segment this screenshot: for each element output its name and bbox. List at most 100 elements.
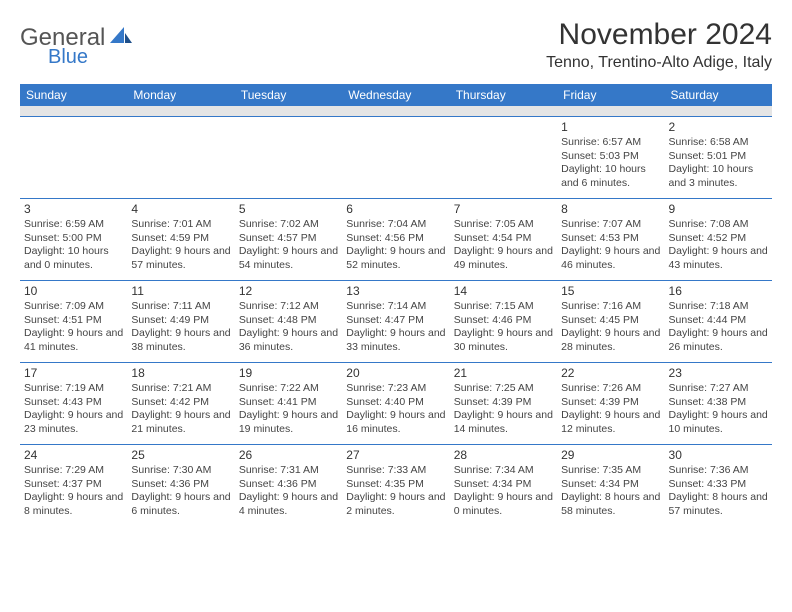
day-cell: 2Sunrise: 6:58 AMSunset: 5:01 PMDaylight… xyxy=(665,116,772,198)
day-number: 28 xyxy=(454,448,553,464)
daylight-text: Daylight: 8 hours and 58 minutes. xyxy=(561,491,660,518)
sunrise-text: Sunrise: 7:36 AM xyxy=(669,464,768,478)
header: General Blue November 2024 Tenno, Trenti… xyxy=(20,18,772,72)
day-cell: 22Sunrise: 7:26 AMSunset: 4:39 PMDayligh… xyxy=(557,362,664,444)
sunrise-text: Sunrise: 7:02 AM xyxy=(239,218,338,232)
empty-cell xyxy=(450,116,557,198)
sunset-text: Sunset: 4:42 PM xyxy=(131,396,230,410)
daylight-text: Daylight: 10 hours and 6 minutes. xyxy=(561,163,660,190)
day-cell: 3Sunrise: 6:59 AMSunset: 5:00 PMDaylight… xyxy=(20,198,127,280)
daylight-text: Daylight: 10 hours and 0 minutes. xyxy=(24,245,123,272)
day-number: 20 xyxy=(346,366,445,382)
day-number: 16 xyxy=(669,284,768,300)
day-cell: 25Sunrise: 7:30 AMSunset: 4:36 PMDayligh… xyxy=(127,444,234,526)
daylight-text: Daylight: 9 hours and 57 minutes. xyxy=(131,245,230,272)
day-number: 12 xyxy=(239,284,338,300)
day-number: 6 xyxy=(346,202,445,218)
sunrise-text: Sunrise: 7:08 AM xyxy=(669,218,768,232)
daylight-text: Daylight: 9 hours and 38 minutes. xyxy=(131,327,230,354)
daylight-text: Daylight: 9 hours and 19 minutes. xyxy=(239,409,338,436)
day-cell: 5Sunrise: 7:02 AMSunset: 4:57 PMDaylight… xyxy=(235,198,342,280)
sunset-text: Sunset: 4:49 PM xyxy=(131,314,230,328)
daylight-text: Daylight: 9 hours and 46 minutes. xyxy=(561,245,660,272)
sunrise-text: Sunrise: 7:27 AM xyxy=(669,382,768,396)
day-header: Wednesday xyxy=(342,84,449,106)
day-cell: 12Sunrise: 7:12 AMSunset: 4:48 PMDayligh… xyxy=(235,280,342,362)
day-cell: 4Sunrise: 7:01 AMSunset: 4:59 PMDaylight… xyxy=(127,198,234,280)
daylight-text: Daylight: 9 hours and 2 minutes. xyxy=(346,491,445,518)
daylight-text: Daylight: 9 hours and 28 minutes. xyxy=(561,327,660,354)
sunset-text: Sunset: 4:46 PM xyxy=(454,314,553,328)
daylight-text: Daylight: 9 hours and 12 minutes. xyxy=(561,409,660,436)
day-number: 4 xyxy=(131,202,230,218)
day-header: Sunday xyxy=(20,84,127,106)
daylight-text: Daylight: 9 hours and 54 minutes. xyxy=(239,245,338,272)
day-cell: 21Sunrise: 7:25 AMSunset: 4:39 PMDayligh… xyxy=(450,362,557,444)
sunset-text: Sunset: 4:36 PM xyxy=(239,478,338,492)
sunset-text: Sunset: 4:45 PM xyxy=(561,314,660,328)
day-number: 18 xyxy=(131,366,230,382)
sunset-text: Sunset: 4:54 PM xyxy=(454,232,553,246)
sunrise-text: Sunrise: 7:30 AM xyxy=(131,464,230,478)
day-number: 25 xyxy=(131,448,230,464)
sunrise-text: Sunrise: 7:14 AM xyxy=(346,300,445,314)
sunset-text: Sunset: 4:48 PM xyxy=(239,314,338,328)
day-cell: 27Sunrise: 7:33 AMSunset: 4:35 PMDayligh… xyxy=(342,444,449,526)
sunrise-text: Sunrise: 7:05 AM xyxy=(454,218,553,232)
sunrise-text: Sunrise: 7:33 AM xyxy=(346,464,445,478)
sunrise-text: Sunrise: 7:15 AM xyxy=(454,300,553,314)
sunset-text: Sunset: 4:43 PM xyxy=(24,396,123,410)
day-number: 14 xyxy=(454,284,553,300)
daylight-text: Daylight: 9 hours and 30 minutes. xyxy=(454,327,553,354)
day-number: 10 xyxy=(24,284,123,300)
day-number: 26 xyxy=(239,448,338,464)
day-header: Tuesday xyxy=(235,84,342,106)
page-title: November 2024 xyxy=(546,18,772,52)
sunset-text: Sunset: 4:51 PM xyxy=(24,314,123,328)
sunrise-text: Sunrise: 7:22 AM xyxy=(239,382,338,396)
sunrise-text: Sunrise: 7:12 AM xyxy=(239,300,338,314)
sunset-text: Sunset: 4:36 PM xyxy=(131,478,230,492)
daylight-text: Daylight: 9 hours and 10 minutes. xyxy=(669,409,768,436)
empty-cell xyxy=(127,116,234,198)
daylight-text: Daylight: 9 hours and 16 minutes. xyxy=(346,409,445,436)
sunrise-text: Sunrise: 7:16 AM xyxy=(561,300,660,314)
day-cell: 17Sunrise: 7:19 AMSunset: 4:43 PMDayligh… xyxy=(20,362,127,444)
day-number: 2 xyxy=(669,120,768,136)
sunset-text: Sunset: 4:53 PM xyxy=(561,232,660,246)
empty-cell xyxy=(235,116,342,198)
day-cell: 6Sunrise: 7:04 AMSunset: 4:56 PMDaylight… xyxy=(342,198,449,280)
daylight-text: Daylight: 9 hours and 23 minutes. xyxy=(24,409,123,436)
sunset-text: Sunset: 4:47 PM xyxy=(346,314,445,328)
sunrise-text: Sunrise: 6:58 AM xyxy=(669,136,768,150)
sunset-text: Sunset: 4:34 PM xyxy=(561,478,660,492)
day-cell: 23Sunrise: 7:27 AMSunset: 4:38 PMDayligh… xyxy=(665,362,772,444)
day-cell: 13Sunrise: 7:14 AMSunset: 4:47 PMDayligh… xyxy=(342,280,449,362)
day-number: 23 xyxy=(669,366,768,382)
daylight-text: Daylight: 8 hours and 57 minutes. xyxy=(669,491,768,518)
day-cell: 1Sunrise: 6:57 AMSunset: 5:03 PMDaylight… xyxy=(557,116,664,198)
day-cell: 18Sunrise: 7:21 AMSunset: 4:42 PMDayligh… xyxy=(127,362,234,444)
day-number: 5 xyxy=(239,202,338,218)
daylight-text: Daylight: 9 hours and 52 minutes. xyxy=(346,245,445,272)
daylight-text: Daylight: 9 hours and 43 minutes. xyxy=(669,245,768,272)
day-number: 11 xyxy=(131,284,230,300)
day-number: 19 xyxy=(239,366,338,382)
sunrise-text: Sunrise: 7:35 AM xyxy=(561,464,660,478)
day-header-row: SundayMondayTuesdayWednesdayThursdayFrid… xyxy=(20,84,772,106)
sunset-text: Sunset: 5:01 PM xyxy=(669,150,768,164)
sunrise-text: Sunrise: 7:26 AM xyxy=(561,382,660,396)
day-number: 1 xyxy=(561,120,660,136)
day-cell: 20Sunrise: 7:23 AMSunset: 4:40 PMDayligh… xyxy=(342,362,449,444)
day-number: 9 xyxy=(669,202,768,218)
sunrise-text: Sunrise: 6:57 AM xyxy=(561,136,660,150)
sunset-text: Sunset: 5:00 PM xyxy=(24,232,123,246)
day-number: 27 xyxy=(346,448,445,464)
sunset-text: Sunset: 4:39 PM xyxy=(561,396,660,410)
day-number: 15 xyxy=(561,284,660,300)
day-number: 13 xyxy=(346,284,445,300)
week-row: 1Sunrise: 6:57 AMSunset: 5:03 PMDaylight… xyxy=(20,116,772,198)
day-cell: 14Sunrise: 7:15 AMSunset: 4:46 PMDayligh… xyxy=(450,280,557,362)
daylight-text: Daylight: 9 hours and 14 minutes. xyxy=(454,409,553,436)
week-row: 10Sunrise: 7:09 AMSunset: 4:51 PMDayligh… xyxy=(20,280,772,362)
